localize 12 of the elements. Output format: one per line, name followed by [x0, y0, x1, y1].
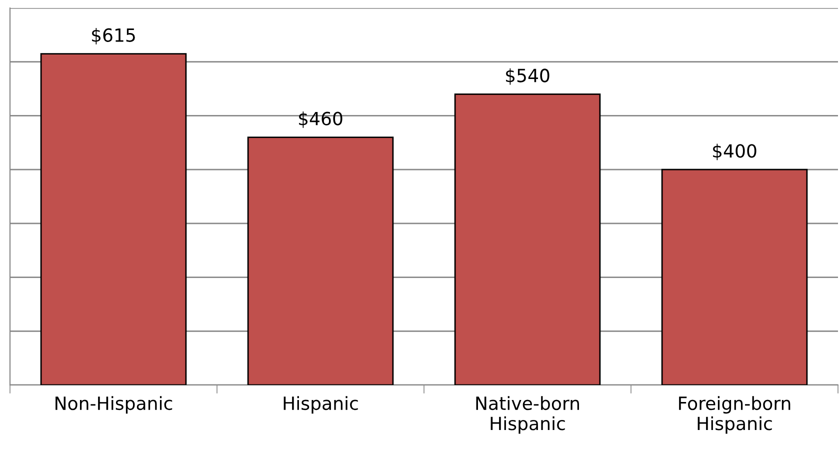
bar — [661, 168, 808, 385]
bar — [454, 93, 601, 385]
data-label: $615 — [92, 28, 135, 44]
x-tick-label: Non-Hispanic — [56, 396, 172, 414]
x-tick-label: Hispanic — [284, 396, 358, 414]
bar — [247, 136, 394, 385]
x-tick-label: Foreign-born Hispanic — [679, 396, 790, 434]
bar — [40, 53, 187, 385]
data-label: $540 — [506, 68, 550, 85]
data-label: $460 — [299, 111, 342, 128]
data-label: $400 — [713, 144, 756, 160]
x-tick-label: Native-born Hispanic — [476, 396, 579, 434]
